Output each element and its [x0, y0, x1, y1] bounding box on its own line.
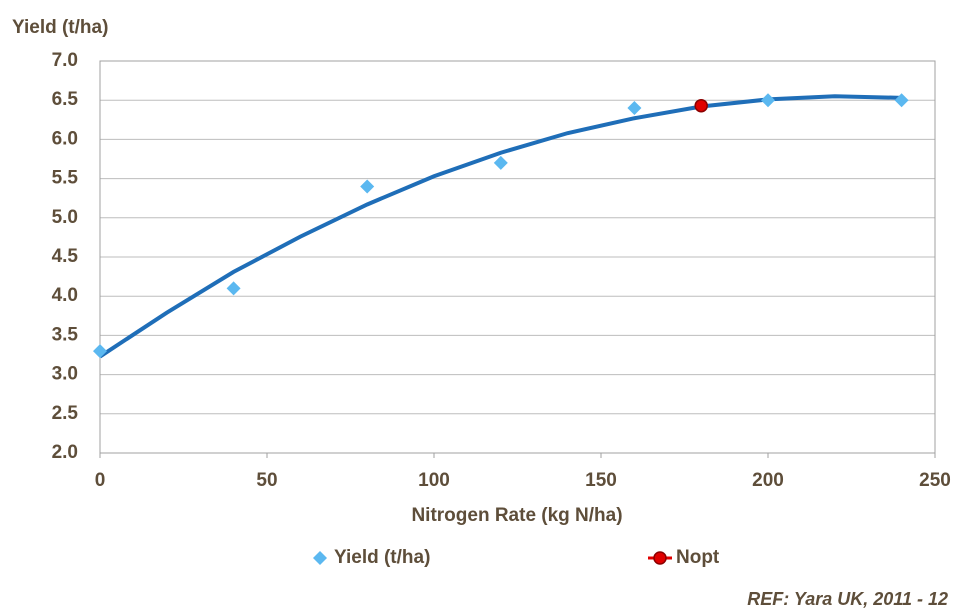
- data-point: [360, 179, 375, 194]
- legend-marker: [313, 551, 327, 565]
- y-tick-label: 6.0: [52, 128, 78, 149]
- data-point: [761, 93, 775, 108]
- data-point: [226, 281, 241, 296]
- y-tick-label: 4.5: [52, 246, 79, 267]
- data-point: [894, 93, 909, 108]
- x-tick-label: 150: [585, 470, 617, 491]
- trendline: [98, 94, 902, 359]
- x-tick-label: 250: [919, 470, 951, 491]
- x-tick-label: 100: [418, 470, 450, 491]
- x-axis-label: Nitrogen Rate (kg N/ha): [411, 505, 622, 526]
- y-tick-label: 4.0: [52, 285, 78, 306]
- y-tick-label: 6.5: [52, 89, 79, 110]
- y-tick-label: 3.0: [52, 364, 78, 385]
- x-tick-label: 0: [95, 470, 106, 491]
- y-axis-label: Yield (t/ha): [12, 17, 108, 38]
- y-tick-label: 2.0: [52, 442, 78, 463]
- y-tick-label: 7.0: [52, 50, 78, 71]
- legend-label: Nopt: [676, 547, 720, 568]
- y-tick-label: 5.5: [52, 168, 79, 189]
- data-point: [627, 101, 642, 116]
- plot-border: [99, 60, 936, 454]
- data-point: [493, 155, 508, 170]
- data-point: [694, 98, 708, 113]
- x-tick-label: 200: [752, 470, 784, 491]
- legend-marker: [653, 551, 667, 565]
- y-tick-label: 3.5: [52, 324, 79, 345]
- y-tick-label: 5.0: [52, 207, 78, 228]
- source-note: REF: Yara UK, 2011 - 12: [747, 589, 948, 609]
- y-tick-label: 2.5: [52, 403, 79, 424]
- x-tick-label: 50: [256, 470, 277, 491]
- data-point: [93, 344, 107, 359]
- legend-label: Yield (t/ha): [334, 547, 430, 568]
